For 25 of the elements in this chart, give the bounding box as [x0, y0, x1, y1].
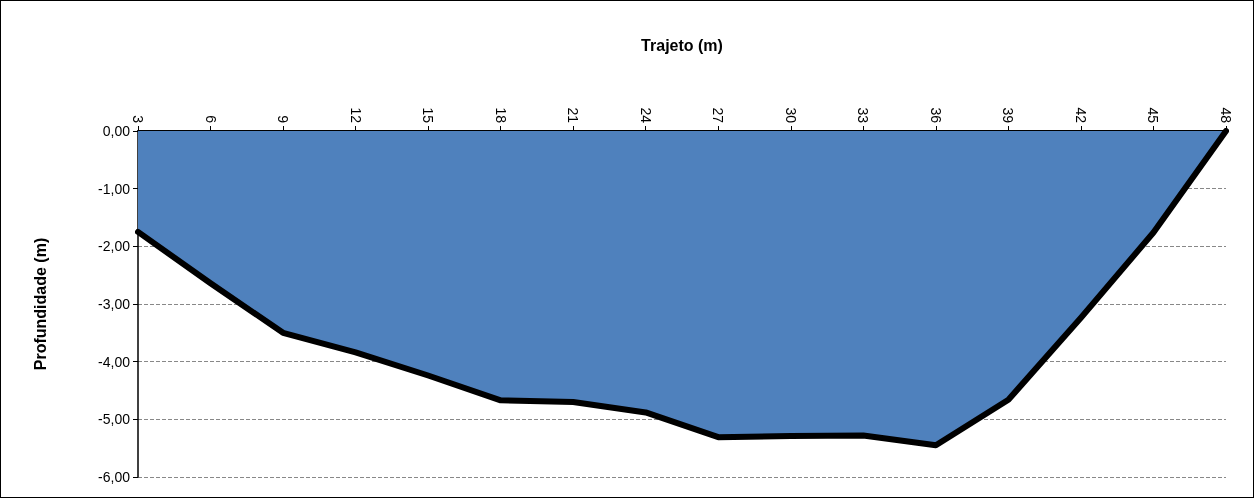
y-tick-label: -1,00 — [98, 180, 131, 197]
x-tick-label: 48 — [1218, 107, 1234, 124]
x-tick-label: 30 — [782, 107, 799, 124]
x-tick-label: 15 — [420, 107, 437, 124]
y-axis-title: Profundidade (m) — [31, 237, 49, 371]
y-tick-label: -5,00 — [98, 411, 131, 428]
x-tick-label: 42 — [1072, 107, 1089, 124]
x-tick-label: 27 — [710, 107, 727, 124]
x-tick-label: 33 — [855, 107, 872, 124]
x-tick-label: 18 — [492, 107, 509, 124]
x-tick-label: 6 — [202, 115, 219, 124]
x-tick-label: 12 — [347, 107, 364, 124]
y-tick-label: -4,00 — [98, 353, 131, 370]
y-tick-label: -6,00 — [98, 469, 131, 485]
x-tick-label: 3 — [130, 115, 146, 124]
x-tick-label: 39 — [1000, 107, 1017, 124]
x-tick-label: 9 — [275, 115, 292, 124]
x-tick-label: 21 — [565, 107, 582, 124]
y-tick-label: -2,00 — [98, 238, 131, 255]
x-axis-title: Trajeto (m) — [641, 36, 723, 54]
x-tick-label: 45 — [1145, 107, 1162, 124]
x-tick-label: 36 — [927, 107, 944, 124]
y-tick-label: 0,00 — [102, 123, 131, 139]
x-tick-label: 24 — [637, 107, 654, 124]
y-tick-label: -3,00 — [98, 296, 131, 312]
